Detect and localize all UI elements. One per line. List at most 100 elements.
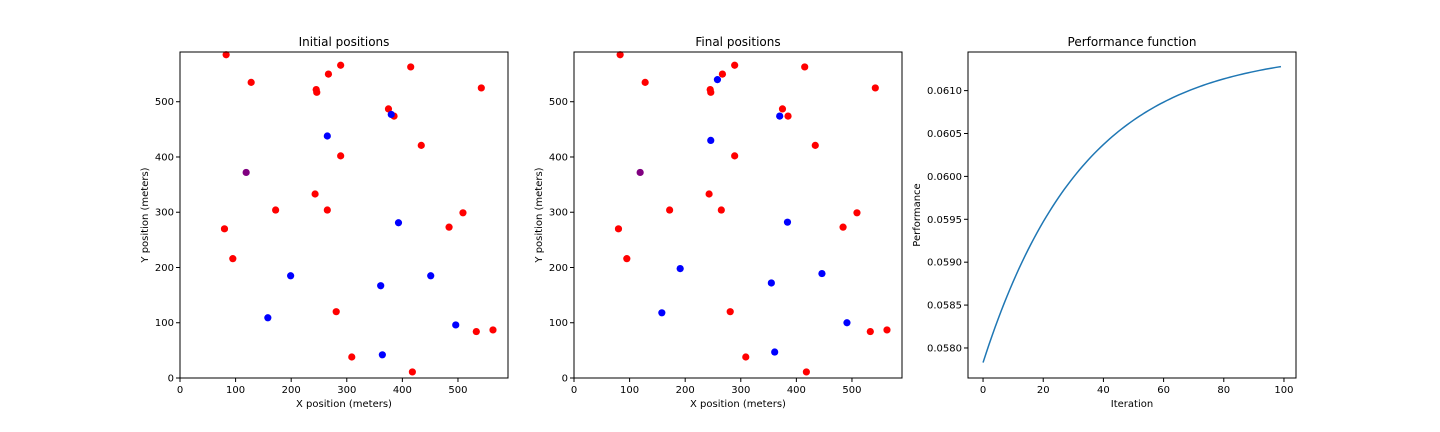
x-tick-label: 300 [731,385,750,396]
y-tick-label: 0.0585 [927,301,962,312]
x-tick-label: 40 [1097,385,1110,396]
data-point [407,63,415,71]
performance-function-chart: Performance function Iteration Performan… [912,35,1297,410]
data-point [337,61,345,69]
x-tick-label: 200 [676,385,695,396]
data-point [801,63,809,71]
data-point [313,88,321,96]
data-point [408,368,416,376]
data-point [272,206,280,214]
data-point [614,225,623,233]
chart-title: Performance function [1068,35,1197,49]
x-tick-label: 100 [1274,385,1293,396]
x-axis-label: Iteration [1111,399,1153,410]
y-axis-label: Y position (meters) [140,167,151,263]
plot-frame [573,51,903,379]
data-point [264,314,272,322]
y-axis-label: Performance [912,183,923,246]
x-axis-label: X position (meters) [296,399,392,410]
data-point [477,84,485,92]
data-point [871,84,879,92]
y-tick-label: 0.0610 [927,86,962,97]
chart-title: Initial positions [299,35,390,49]
data-point [377,282,385,290]
y-tick-label: 0.0600 [927,172,962,183]
data-point [445,223,453,231]
y-tick-label: 200 [549,263,568,274]
x-tick-label: 100 [226,385,245,396]
data-point [427,272,435,280]
data-point [287,272,295,280]
y-tick-label: 400 [155,152,174,163]
initial-positions-chart: Initial positions X position (meters) Y … [140,35,509,410]
data-point [394,219,403,227]
y-tick-label: 500 [549,97,568,108]
data-point [707,88,715,96]
data-point [337,152,345,160]
data-point [417,141,425,149]
x-tick-label: 100 [620,385,639,396]
y-tick-label: 0 [168,374,174,385]
data-point [818,269,826,278]
data-point [883,326,891,334]
series-line [982,65,1282,363]
data-point [387,110,395,119]
y-tick-label: 100 [155,318,174,329]
data-point [623,255,631,263]
x-axis-label: X position (meters) [690,399,786,410]
data-point [247,78,255,86]
data-point [378,351,386,359]
y-tick-label: 0.0580 [927,343,962,354]
x-tick-label: 400 [787,385,806,396]
data-point [472,327,480,336]
data-point [717,206,725,214]
x-tick-label: 80 [1217,385,1230,396]
data-point [323,206,331,214]
data-point [731,61,739,69]
data-point [311,190,319,198]
y-tick-label: 200 [155,263,174,274]
data-point [802,368,810,376]
data-point [332,308,340,316]
data-point [658,309,666,317]
plot-frame [967,51,1297,379]
data-point [713,76,722,84]
y-tick-label: 400 [549,152,568,163]
data-point [459,209,467,217]
y-axis-label: Y position (meters) [534,167,545,263]
x-tick-label: 500 [448,385,467,396]
data-point [839,223,847,231]
x-tick-label: 0 [571,385,577,396]
x-tick-label: 0 [177,385,183,396]
data-point [742,353,750,361]
data-point [666,206,674,214]
data-point [843,319,851,327]
data-point [726,308,734,316]
y-tick-label: 100 [549,318,568,329]
x-tick-label: 20 [1037,385,1050,396]
x-tick-label: 0 [980,385,986,396]
x-tick-label: 400 [393,385,412,396]
data-point [324,70,333,78]
data-point [452,321,460,329]
data-point [641,78,649,86]
data-point [776,112,784,120]
data-point [783,218,792,226]
data-point [811,141,819,149]
data-point [718,70,727,78]
chart-title: Final positions [695,35,780,49]
data-point [220,225,229,233]
y-tick-label: 0.0590 [927,258,962,269]
data-point [784,112,792,120]
final-positions-chart: Final positions X position (meters) Y po… [534,35,903,410]
data-point [636,168,644,177]
y-tick-label: 500 [155,97,174,108]
data-point [866,327,874,336]
y-tick-label: 0 [562,374,568,385]
data-point [222,51,230,59]
data-point [348,353,356,361]
x-tick-label: 200 [282,385,301,396]
data-point [229,255,237,263]
data-point [676,264,684,273]
